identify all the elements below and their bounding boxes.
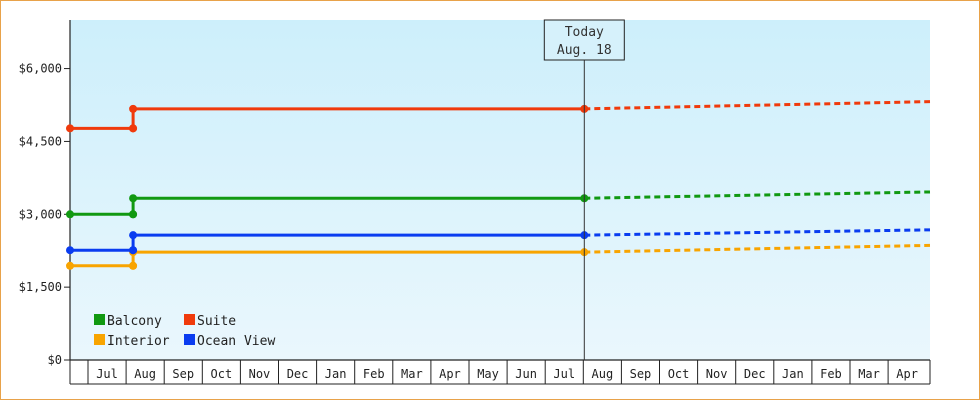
data-point[interactable] (129, 246, 138, 255)
x-tick-label: Oct (211, 367, 233, 381)
x-tick-label: Oct (668, 367, 690, 381)
legend-item[interactable]: Suite (184, 314, 236, 329)
today-callout: Today Aug. 18 (543, 19, 625, 61)
x-tick-label: Mar (401, 367, 423, 381)
legend-label: Ocean View (197, 334, 275, 349)
series-ocean-view (66, 228, 931, 255)
data-point[interactable] (129, 210, 138, 219)
y-tick-label: $4,500 (19, 134, 62, 148)
y-tick-label: $1,500 (19, 280, 62, 294)
y-tick-label: $3,000 (19, 207, 62, 221)
x-tick-label: Apr (896, 367, 918, 381)
data-point[interactable] (129, 261, 138, 270)
legend-swatch (94, 334, 105, 345)
x-tick-label: Dec (744, 367, 766, 381)
data-point[interactable] (129, 194, 138, 203)
data-point[interactable] (66, 261, 74, 270)
x-tick-label: Apr (439, 367, 461, 381)
x-tick-label: Mar (858, 367, 880, 381)
x-tick-label: Aug (592, 367, 614, 381)
data-point[interactable] (129, 104, 138, 113)
forecast-line (584, 243, 931, 254)
x-tick-label: Dec (287, 367, 309, 381)
today-label: Today (565, 25, 604, 40)
x-tick-label: Jan (325, 367, 347, 381)
y-tick-label: $0 (48, 353, 62, 367)
x-tick-label: May (477, 367, 499, 381)
x-tick-label: Sep (172, 367, 194, 381)
x-tick-label: Sep (630, 367, 652, 381)
legend-label: Suite (197, 314, 236, 329)
legend-item[interactable]: Balcony (94, 314, 162, 329)
x-tick-label: Jul (96, 367, 118, 381)
legend: Balcony Suite Interior Ocean View (94, 314, 275, 349)
legend-label: Balcony (107, 314, 162, 329)
x-tick-label: Feb (820, 367, 842, 381)
data-point[interactable] (66, 124, 74, 133)
x-tick-label: Aug (134, 367, 156, 381)
y-tick-label: $6,000 (19, 62, 62, 76)
data-point[interactable] (129, 124, 138, 133)
data-point[interactable] (66, 210, 74, 219)
legend-item[interactable]: Ocean View (184, 334, 275, 349)
x-tick-label: Nov (706, 367, 728, 381)
x-tick-label: Jul (553, 367, 575, 381)
legend-swatch (184, 314, 195, 325)
plot-background (70, 20, 930, 360)
x-tick-label: Feb (363, 367, 385, 381)
x-tick-label: Jan (782, 367, 804, 381)
forecast-line (584, 228, 931, 237)
forecast-line (584, 100, 931, 111)
series-balcony (66, 190, 931, 219)
data-point[interactable] (66, 246, 74, 255)
forecast-line (584, 190, 931, 200)
legend-swatch (94, 314, 105, 325)
today-callout-box (543, 19, 625, 61)
data-point[interactable] (129, 231, 138, 240)
x-tick-label: Jun (515, 367, 537, 381)
legend-label: Interior (107, 334, 170, 349)
legend-swatch (184, 334, 195, 345)
legend-item[interactable]: Interior (94, 334, 170, 349)
x-tick-label: Nov (249, 367, 271, 381)
today-date: Aug. 18 (557, 43, 612, 58)
